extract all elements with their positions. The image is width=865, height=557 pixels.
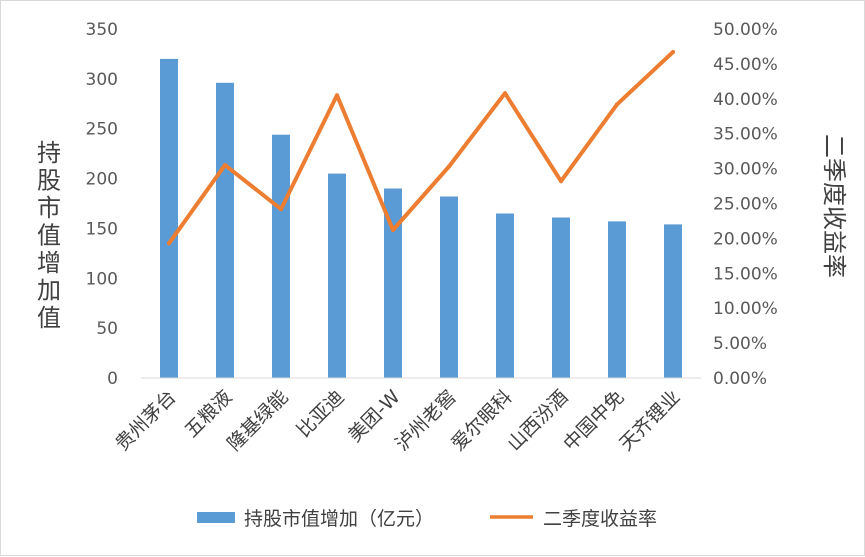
category-label: 贵州茅台 (111, 386, 180, 455)
bar-9 (664, 224, 682, 378)
legend-line-label: 二季度收益率 (543, 508, 657, 530)
line-point-3 (335, 93, 339, 98)
right-tick-label: 25.00% (713, 195, 778, 215)
left-tick-label: 0 (107, 369, 118, 389)
line-point-6 (503, 91, 507, 96)
right-tick-label: 15.00% (713, 264, 778, 284)
bar-6 (496, 213, 514, 378)
legend-bar-label: 持股市值增加（亿元） (244, 508, 434, 530)
right-tick-label: 35.00% (713, 125, 778, 145)
category-label: 中国中免 (559, 386, 628, 455)
left-tick-label: 150 (86, 219, 118, 239)
right-tick-label: 5.00% (713, 334, 767, 354)
category-label: 天齐锂业 (615, 386, 684, 455)
left-axis-title-char: 市 (37, 194, 61, 222)
right-axis-title-text: 二季度收益率 (820, 134, 848, 278)
right-tick-label: 20.00% (713, 229, 778, 249)
category-label: 爱尔眼科 (447, 386, 516, 455)
left-axis-title-char: 加 (37, 277, 61, 305)
bar-series (160, 58, 682, 379)
left-tick-label: 350 (86, 20, 118, 40)
line-point-0 (167, 241, 171, 246)
category-label: 山西汾酒 (503, 386, 572, 455)
left-axis-title-char: 增 (37, 249, 61, 277)
bar-3 (328, 173, 346, 378)
left-tick-label: 100 (86, 269, 118, 289)
bar-0 (160, 58, 178, 379)
bar-8 (608, 221, 626, 378)
line-point-5 (447, 164, 451, 169)
right-tick-label: 45.00% (713, 55, 778, 75)
left-tick-label: 50 (96, 319, 118, 339)
left-axis-title-char: 股 (37, 167, 61, 195)
bar-7 (552, 217, 570, 378)
right-tick-label: 0.00% (713, 369, 767, 389)
right-axis-title: 二季度收益率 (820, 134, 848, 278)
line-point-8 (615, 102, 619, 107)
right-tick-label: 50.00% (713, 20, 778, 40)
left-tick-label: 250 (86, 120, 118, 140)
line-point-9 (671, 50, 675, 54)
legend: 持股市值增加（亿元） 二季度收益率 (197, 508, 657, 530)
left-axis-title-char: 值 (37, 222, 61, 250)
bar-2 (272, 134, 290, 378)
right-axis-ticks: 0.00% 5.00% 10.00% 15.00% 20.00% 25.00% 30.00%… (713, 20, 778, 389)
legend-bar-swatch (197, 512, 235, 523)
category-label: 泸州老窖 (391, 386, 460, 455)
left-tick-label: 200 (86, 170, 118, 190)
category-label: 隆基绿能 (223, 386, 292, 455)
line-point-7 (559, 179, 563, 184)
bar-4 (384, 188, 402, 378)
line-point-1 (223, 163, 227, 168)
line-point-4 (391, 228, 395, 232)
bar-5 (440, 196, 458, 378)
left-axis-title-char: 持 (37, 139, 61, 167)
right-tick-label: 10.00% (713, 299, 778, 319)
left-axis-title-char: 值 (37, 304, 61, 332)
category-label: 比亚迪 (293, 386, 349, 442)
right-tick-label: 40.00% (713, 90, 778, 110)
bar-1 (216, 82, 234, 379)
line-series-path (167, 50, 675, 246)
right-tick-label: 30.00% (713, 160, 778, 180)
left-axis-ticks: 0 50 100 150 200 250 300 350 (86, 20, 118, 389)
line-series (167, 50, 675, 246)
line-point-2 (279, 207, 283, 212)
left-tick-label: 300 (86, 70, 118, 90)
